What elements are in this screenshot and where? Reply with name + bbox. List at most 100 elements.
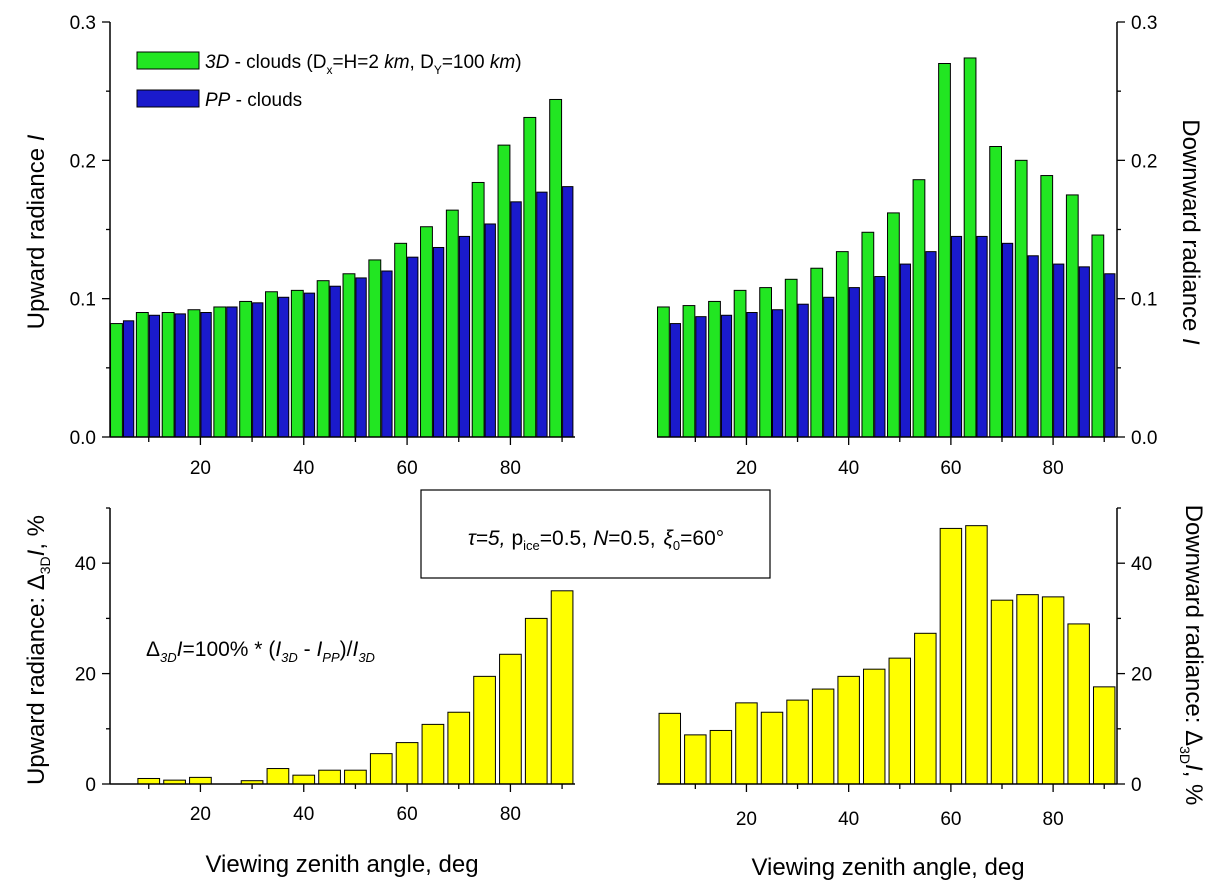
upward-radiance-xtick-label-80: 80 bbox=[500, 458, 521, 479]
downward-radiance-bar-pp-55 bbox=[925, 251, 937, 438]
downward-delta-xtick-label-20: 20 bbox=[736, 809, 757, 830]
downward-radiance-bar-pp-50 bbox=[899, 263, 912, 438]
upward-radiance-bar-pp-5 bbox=[122, 320, 135, 438]
downward-delta-bar-20 bbox=[735, 702, 758, 785]
downward-delta-bar-45 bbox=[862, 668, 886, 785]
upward-delta-bar-10 bbox=[137, 777, 161, 785]
upward-radiance-ytick-label-0.2: 0.2 bbox=[70, 151, 96, 172]
downward-radiance-bar-pp-65 bbox=[976, 235, 988, 438]
upward-radiance-bar-pp-85 bbox=[536, 191, 548, 438]
downward-delta-bar-75 bbox=[1016, 594, 1039, 785]
upward-radiance-ytick-label-0.0: 0.0 bbox=[70, 428, 96, 449]
downward-radiance-panel: 0.0 0.1 0.2 0.3 20 40 60 80 bbox=[657, 13, 1157, 479]
downward-radiance-bar-3d-20 bbox=[733, 289, 747, 438]
upward-radiance-bar-pp-55 bbox=[381, 270, 393, 438]
upward-radiance-bar-pp-90 bbox=[562, 186, 574, 438]
downward-delta-bar-10 bbox=[684, 734, 707, 785]
legend-swatch-3d bbox=[136, 51, 200, 70]
upward-radiance-ytick-label-0.3: 0.3 bbox=[70, 13, 96, 34]
downward-radiance-bar-3d-70 bbox=[989, 146, 1002, 438]
downward-radiance-bar-3d-65 bbox=[963, 57, 977, 438]
up-delta-ylabel: Upward radiance: Δ3DI, % bbox=[23, 515, 53, 785]
upward-delta-xtick-label-20: 20 bbox=[190, 804, 211, 825]
upward-delta-ytick-label-40: 40 bbox=[75, 554, 96, 575]
downward-radiance-bar-pp-10 bbox=[695, 316, 707, 438]
downward-radiance-bar-3d-5 bbox=[657, 306, 670, 438]
downward-radiance-bar-3d-75 bbox=[1014, 159, 1028, 438]
upward-delta-panel: 0 20 40 20 40 60 80 bbox=[75, 507, 575, 825]
upward-delta-xtick-label-60: 60 bbox=[397, 804, 418, 825]
upward-radiance-bar-3d-45 bbox=[316, 280, 330, 438]
downward-delta-bar-15 bbox=[709, 729, 733, 785]
upward-delta-xtick-label-40: 40 bbox=[293, 804, 314, 825]
downward-radiance-bar-3d-10 bbox=[682, 305, 696, 438]
upward-delta-xtick-label-80: 80 bbox=[500, 804, 521, 825]
upward-radiance-xtick-label-60: 60 bbox=[397, 458, 418, 479]
up-radiance-ylabel: Upward radiance I bbox=[23, 134, 50, 329]
upward-radiance-bar-3d-40 bbox=[290, 289, 304, 438]
downward-radiance-bar-pp-70 bbox=[1002, 242, 1014, 438]
upward-delta-bar-45 bbox=[318, 769, 341, 785]
upward-delta-bar-55 bbox=[369, 753, 393, 785]
downward-radiance-bar-pp-30 bbox=[797, 303, 809, 438]
downward-delta-bar-30 bbox=[786, 699, 809, 785]
downward-radiance-bar-3d-30 bbox=[784, 278, 798, 438]
upward-radiance-bar-3d-15 bbox=[161, 312, 175, 438]
downward-radiance-bar-pp-90 bbox=[1104, 273, 1116, 438]
downward-radiance-bar-pp-15 bbox=[720, 314, 733, 438]
upward-delta-bar-85 bbox=[524, 617, 548, 785]
downward-radiance-bar-pp-45 bbox=[874, 276, 886, 438]
upward-radiance-bar-pp-30 bbox=[252, 302, 264, 438]
formula-text: Δ3DI=100% * (I3D - IPP)/I3D bbox=[146, 638, 375, 665]
right-xlabel: Viewing zenith angle, deg bbox=[751, 854, 1024, 881]
downward-delta-panel: 0 20 40 20 40 60 80 bbox=[657, 507, 1152, 830]
upward-delta-bar-50 bbox=[344, 769, 367, 785]
legend: 3D - clouds (Dx=H=2 km, DY=100 km) PP - … bbox=[136, 51, 522, 111]
downward-radiance-ytick-label-0.0: 0.0 bbox=[1131, 428, 1157, 449]
downward-radiance-bar-pp-60 bbox=[950, 235, 963, 438]
downward-delta-bar-80 bbox=[1041, 596, 1065, 785]
legend-label-pp: PP - clouds bbox=[205, 90, 302, 111]
downward-radiance-bar-pp-85 bbox=[1078, 266, 1090, 438]
upward-radiance-bar-3d-30 bbox=[239, 300, 253, 438]
upward-radiance-bar-3d-70 bbox=[445, 209, 459, 438]
upward-radiance-bar-pp-10 bbox=[148, 314, 161, 438]
downward-radiance-bar-pp-35 bbox=[823, 296, 835, 438]
downward-delta-bar-50 bbox=[888, 657, 912, 785]
downward-radiance-bar-pp-5 bbox=[669, 323, 682, 438]
upward-delta-ytick-label-0: 0 bbox=[85, 775, 96, 796]
downward-radiance-bar-pp-40 bbox=[848, 287, 860, 438]
upward-radiance-bar-pp-45 bbox=[329, 285, 341, 438]
downward-radiance-bar-3d-15 bbox=[708, 300, 721, 438]
downward-radiance-bar-3d-35 bbox=[810, 267, 824, 438]
downward-radiance-bar-3d-85 bbox=[1065, 194, 1079, 438]
downward-delta-bar-65 bbox=[965, 525, 988, 785]
upward-radiance-xtick-label-20: 20 bbox=[190, 458, 211, 479]
upward-radiance-ytick-label-0.1: 0.1 bbox=[70, 290, 96, 311]
downward-radiance-bar-pp-80 bbox=[1053, 263, 1065, 438]
upward-delta-ytick-label-20: 20 bbox=[75, 665, 96, 686]
upward-radiance-bar-pp-25 bbox=[226, 306, 238, 438]
upward-radiance-bar-pp-50 bbox=[355, 277, 367, 438]
upward-radiance-bar-pp-40 bbox=[303, 292, 316, 438]
downward-radiance-bar-pp-75 bbox=[1027, 255, 1039, 438]
upward-radiance-bar-3d-20 bbox=[187, 309, 201, 438]
downward-radiance-xtick-label-20: 20 bbox=[736, 458, 757, 479]
upward-delta-bar-35 bbox=[266, 768, 290, 785]
downward-radiance-bar-pp-25 bbox=[772, 309, 784, 438]
downward-delta-bar-55 bbox=[914, 632, 937, 785]
downward-radiance-xtick-label-80: 80 bbox=[1043, 458, 1064, 479]
downward-radiance-bar-3d-50 bbox=[887, 212, 900, 438]
legend-swatch-pp bbox=[136, 89, 200, 108]
upward-radiance-bar-3d-85 bbox=[523, 116, 537, 438]
upward-radiance-bar-pp-80 bbox=[510, 201, 522, 438]
upward-radiance-bar-pp-65 bbox=[432, 246, 445, 438]
upward-radiance-bar-3d-10 bbox=[135, 312, 149, 438]
upward-radiance-bar-pp-35 bbox=[277, 296, 290, 438]
upward-delta-bar-20 bbox=[189, 776, 212, 785]
downward-delta-xtick-label-60: 60 bbox=[940, 809, 961, 830]
upward-delta-bar-65 bbox=[421, 723, 445, 785]
down-radiance-ylabel: Downward radiance I bbox=[1177, 119, 1204, 345]
upward-radiance-bar-3d-35 bbox=[265, 291, 278, 438]
